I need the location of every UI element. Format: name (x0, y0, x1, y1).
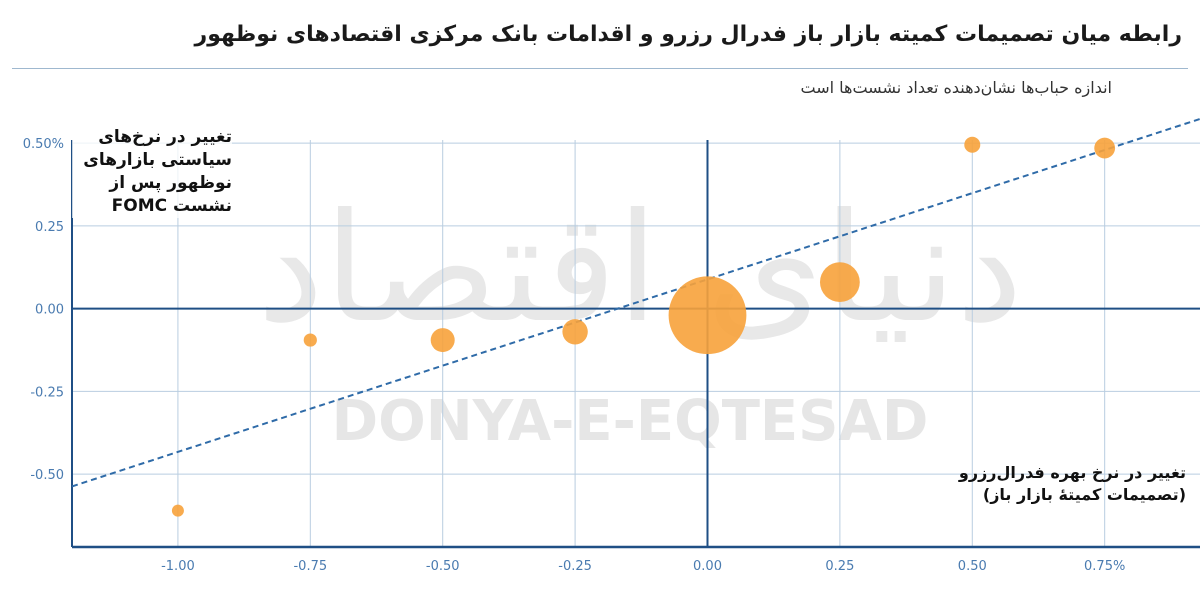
chart-title: رابطه میان تصمیمات کمیته بازار باز فدرال… (194, 22, 1182, 47)
x-tick-label: -0.25 (558, 559, 592, 574)
bubble-point (171, 504, 184, 517)
x-tick-label: -1.00 (161, 559, 195, 574)
bubble-point (819, 262, 860, 303)
y-tick-label: -0.25 (30, 385, 64, 400)
x-axis-label: تغییر در نرخ بهره فدرال‌رزرو (تصمیمات کم… (886, 462, 1186, 507)
title-divider (12, 68, 1188, 69)
x-axis-label-line1: تغییر در نرخ بهره فدرال‌رزرو (958, 463, 1186, 482)
x-axis-label-line2: (تصمیمات کمیتهٔ بازار باز) (982, 485, 1186, 505)
trendline (71, 117, 1200, 488)
chart-subtitle: اندازه حباب‌ها نشان‌دهنده تعداد نشست‌ها … (800, 78, 1113, 97)
bubble-point (964, 136, 981, 153)
y-tick-label: 0.00 (35, 303, 64, 318)
y-tick-label: 0.50% (23, 137, 64, 152)
x-tick-label: 0.25 (825, 559, 854, 574)
bubble-point (430, 328, 455, 353)
bubbles (171, 136, 1116, 517)
bubble-point (1094, 137, 1116, 159)
x-tick-label: 0.75% (1084, 559, 1125, 574)
y-tick-label: -0.50 (30, 468, 64, 483)
y-axis-label: تغییر در نرخ‌های سیاستی بازارهای نوظهور … (72, 126, 232, 218)
bubble-point (303, 333, 317, 347)
y-tick-label: 0.25 (35, 220, 64, 235)
x-tick-label: 0.50 (958, 559, 987, 574)
x-tick-label: -0.50 (426, 559, 460, 574)
tick-labels: -1.00 -0.75 -0.50 -0.25 0.00 0.25 0.50 0.75% 0.5… (23, 137, 1126, 574)
x-tick-label: -0.75 (293, 559, 327, 574)
x-tick-label: 0.00 (693, 559, 722, 574)
bubble-point (668, 276, 747, 355)
trendline-group (71, 117, 1200, 488)
bubble-point (562, 319, 588, 345)
